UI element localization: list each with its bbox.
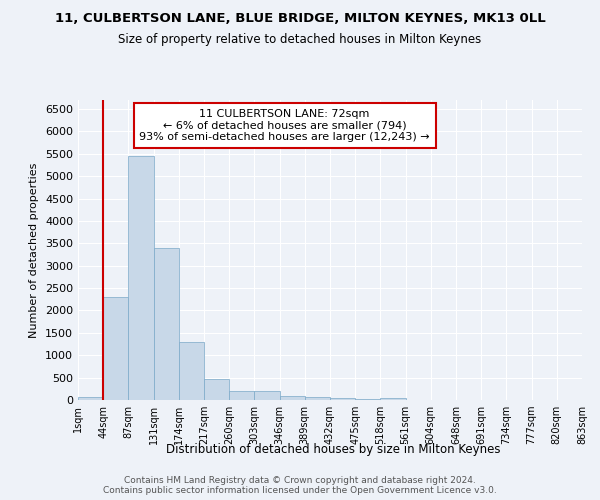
Bar [204, 379, 229, 400]
Text: Size of property relative to detached houses in Milton Keynes: Size of property relative to detached ho… [118, 32, 482, 46]
Bar [254, 392, 280, 400]
Text: 11, CULBERTSON LANE, BLUE BRIDGE, MILTON KEYNES, MK13 0LL: 11, CULBERTSON LANE, BLUE BRIDGE, MILTON… [55, 12, 545, 26]
Y-axis label: Number of detached properties: Number of detached properties [29, 162, 40, 338]
Bar [103, 297, 128, 400]
Bar [154, 248, 179, 400]
Bar [355, 399, 380, 400]
Bar [128, 156, 154, 400]
Text: Distribution of detached houses by size in Milton Keynes: Distribution of detached houses by size … [166, 442, 500, 456]
Bar [78, 397, 103, 400]
Bar [229, 392, 254, 400]
Bar [280, 396, 305, 400]
Bar [179, 342, 204, 400]
Bar [380, 398, 406, 400]
Bar [330, 398, 355, 400]
Text: Contains HM Land Registry data © Crown copyright and database right 2024.
Contai: Contains HM Land Registry data © Crown c… [103, 476, 497, 495]
Bar [305, 398, 330, 400]
Text: 11 CULBERTSON LANE: 72sqm
← 6% of detached houses are smaller (794)
93% of semi-: 11 CULBERTSON LANE: 72sqm ← 6% of detach… [139, 109, 430, 142]
